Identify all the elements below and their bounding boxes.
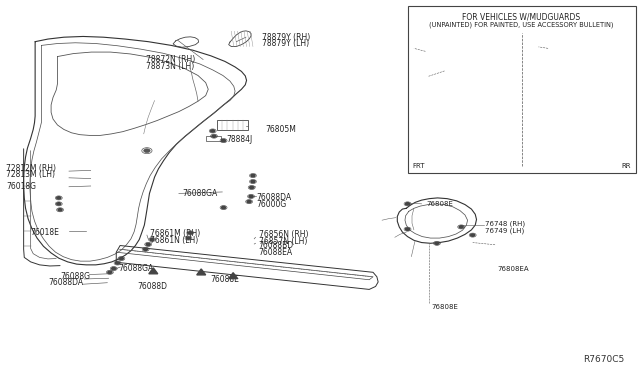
Circle shape [186, 237, 191, 239]
Text: 76861M (RH): 76861M (RH) [150, 229, 200, 238]
Text: 78813PB (RH): 78813PB (RH) [412, 145, 461, 152]
Circle shape [435, 242, 439, 244]
Text: 76856N (RH): 76856N (RH) [259, 230, 308, 239]
Text: 78873N (LH): 78873N (LH) [146, 62, 194, 71]
Circle shape [221, 140, 226, 142]
Text: 63081D: 63081D [412, 75, 440, 81]
Text: 76018E: 76018E [31, 228, 60, 237]
Text: 76088DA: 76088DA [257, 193, 292, 202]
Circle shape [557, 48, 561, 50]
Circle shape [188, 232, 193, 234]
Text: 78813PC (LH): 78813PC (LH) [412, 152, 460, 159]
Bar [408, 6, 636, 173]
Circle shape [57, 203, 61, 205]
Circle shape [143, 248, 148, 250]
Circle shape [57, 197, 61, 199]
Text: RR: RR [621, 163, 630, 169]
Text: 78813PA (LH): 78813PA (LH) [536, 152, 584, 159]
Text: (UNPAINTED) FOR PAINTED, USE ACCESSORY BULLETIN): (UNPAINTED) FOR PAINTED, USE ACCESSORY B… [429, 21, 614, 28]
Circle shape [250, 186, 253, 189]
Circle shape [558, 25, 562, 27]
Text: 63081E: 63081E [460, 83, 487, 89]
Circle shape [150, 238, 154, 241]
Circle shape [58, 209, 62, 211]
Circle shape [119, 257, 124, 260]
Text: 76088G: 76088G [61, 272, 91, 280]
Text: 76749 (LH): 76749 (LH) [486, 227, 525, 234]
Text: 78813P  (RH): 78813P (RH) [536, 145, 583, 152]
Text: 76088BD: 76088BD [259, 241, 294, 250]
Text: 76857N (LH): 76857N (LH) [259, 237, 307, 246]
Text: 76000G: 76000G [257, 200, 287, 209]
Circle shape [115, 262, 120, 264]
Circle shape [444, 50, 447, 52]
Circle shape [251, 180, 255, 183]
Circle shape [247, 201, 251, 203]
Text: 76748 (RH): 76748 (RH) [486, 221, 525, 227]
Text: 76081B: 76081B [536, 23, 564, 29]
Polygon shape [149, 268, 158, 274]
Text: 76018G: 76018G [6, 182, 36, 191]
Circle shape [211, 130, 215, 132]
Text: 76805M: 76805M [265, 125, 296, 134]
Circle shape [406, 203, 410, 205]
Text: 76088DA: 76088DA [48, 278, 83, 287]
Polygon shape [196, 269, 205, 275]
Circle shape [146, 243, 150, 246]
Text: 72812M (RH): 72812M (RH) [6, 164, 56, 173]
Text: 76088GA: 76088GA [182, 189, 218, 198]
Circle shape [470, 234, 475, 236]
Circle shape [108, 271, 112, 273]
Circle shape [459, 226, 463, 228]
Bar [217, 120, 248, 130]
Circle shape [221, 206, 226, 209]
Text: 76808E: 76808E [427, 201, 454, 207]
Text: 76088EA: 76088EA [259, 248, 293, 257]
Text: 78879Y (LH): 78879Y (LH) [262, 39, 309, 48]
Text: 76088GA: 76088GA [118, 264, 154, 273]
Text: FOR VEHICLES W/MUDGUARDS: FOR VEHICLES W/MUDGUARDS [463, 12, 580, 21]
Circle shape [111, 267, 116, 270]
Text: 76808EA: 76808EA [497, 266, 529, 272]
Text: 76081E: 76081E [546, 83, 573, 89]
Circle shape [406, 228, 410, 230]
Circle shape [534, 47, 538, 49]
Text: 63081B: 63081B [414, 23, 441, 29]
Text: 78884J: 78884J [227, 135, 253, 144]
Polygon shape [228, 273, 237, 279]
Text: 76088D: 76088D [138, 282, 167, 291]
Circle shape [428, 49, 431, 52]
Text: 76861N (LH): 76861N (LH) [150, 236, 198, 245]
Circle shape [144, 149, 150, 153]
Text: 72813M (LH): 72813M (LH) [6, 170, 56, 179]
Text: R7670C5: R7670C5 [584, 355, 625, 364]
Circle shape [412, 45, 416, 48]
Text: 78872N (RH): 78872N (RH) [146, 55, 195, 64]
Circle shape [212, 135, 216, 137]
Bar [205, 136, 221, 141]
Text: 76081D: 76081D [524, 55, 552, 61]
Text: FRT: FRT [413, 163, 425, 169]
Circle shape [249, 195, 253, 198]
Text: 76808E: 76808E [431, 304, 458, 310]
Text: 76088E: 76088E [211, 275, 239, 283]
Text: 63081DA: 63081DA [414, 30, 446, 36]
Circle shape [251, 174, 255, 177]
Text: 78879Y (RH): 78879Y (RH) [262, 33, 310, 42]
Circle shape [444, 24, 447, 26]
